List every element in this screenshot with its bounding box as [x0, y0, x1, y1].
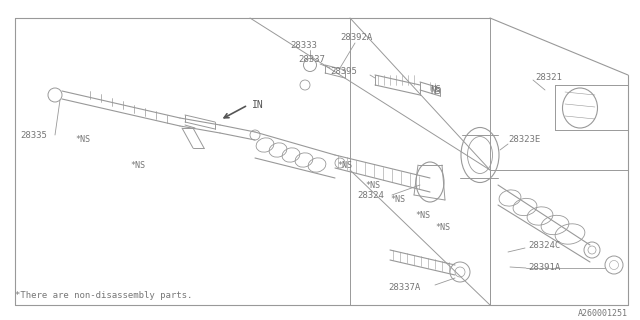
- Text: IN: IN: [252, 100, 264, 110]
- Text: *There are non-disassembly parts.: *There are non-disassembly parts.: [15, 291, 193, 300]
- Text: 28324C: 28324C: [528, 241, 560, 250]
- Text: A260001251: A260001251: [578, 308, 628, 317]
- Text: *NS: *NS: [435, 223, 450, 233]
- Text: 28324: 28324: [357, 190, 384, 199]
- Text: 28323E: 28323E: [508, 135, 540, 145]
- Text: *NS: *NS: [365, 180, 380, 189]
- Text: 28333: 28333: [290, 41, 317, 50]
- Text: *NS: *NS: [415, 211, 430, 220]
- Text: 28321: 28321: [535, 74, 562, 83]
- Text: 28337A: 28337A: [388, 284, 420, 292]
- Text: *NS: *NS: [75, 135, 90, 145]
- Text: *NS: *NS: [337, 161, 352, 170]
- Text: NS: NS: [430, 85, 441, 94]
- Text: *NS: *NS: [130, 161, 145, 170]
- Text: NS: NS: [430, 87, 441, 97]
- Text: 28392A: 28392A: [340, 34, 372, 43]
- Text: 28395: 28395: [330, 68, 357, 76]
- Text: *NS: *NS: [390, 196, 405, 204]
- Text: 28337: 28337: [298, 55, 325, 65]
- Text: 28335: 28335: [20, 131, 47, 140]
- Text: 28391A: 28391A: [528, 263, 560, 273]
